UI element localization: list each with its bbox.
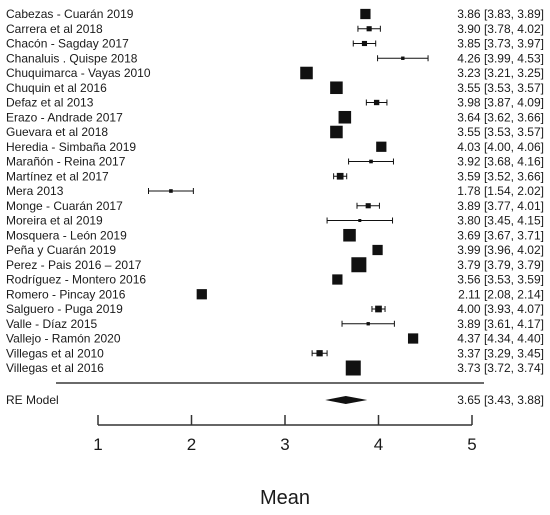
study-ci-label: 3.37 [3.29, 3.45] bbox=[457, 346, 544, 360]
study-point-marker bbox=[336, 172, 344, 180]
study-label: Erazo - Andrade 2017 bbox=[6, 110, 123, 124]
study-point-marker bbox=[366, 322, 370, 326]
study-label: Chuquimarca - Vayas 2010 bbox=[6, 66, 151, 80]
study-point-marker bbox=[366, 26, 372, 32]
study-label: Carrera et al 2018 bbox=[6, 22, 103, 36]
study-ci-label: 3.73 [3.72, 3.74] bbox=[457, 361, 544, 375]
study-ci-label: 4.03 [4.00, 4.06] bbox=[457, 140, 544, 154]
study-point-marker bbox=[372, 244, 383, 256]
study-label: Heredia - Simbaña 2019 bbox=[6, 140, 136, 154]
study-point-marker bbox=[169, 189, 173, 193]
study-label: Valle - Díaz 2015 bbox=[6, 317, 97, 331]
study-point-marker bbox=[360, 8, 371, 20]
study-label: Rodríguez - Montero 2016 bbox=[6, 273, 146, 287]
study-label: Salguero - Puga 2019 bbox=[6, 302, 123, 316]
study-ci-label: 4.00 [3.93, 4.07] bbox=[457, 302, 544, 316]
study-point-marker bbox=[369, 159, 373, 164]
study-ci-label: 3.92 [3.68, 4.16] bbox=[457, 155, 544, 169]
study-label: Perez - Pais 2016 – 2017 bbox=[6, 258, 142, 272]
study-ci-label: 3.90 [3.78, 4.02] bbox=[457, 22, 544, 36]
study-point-marker bbox=[375, 305, 382, 313]
x-tick-label: 2 bbox=[187, 435, 196, 454]
study-point-marker bbox=[330, 81, 343, 95]
study-ci-label: 3.80 [3.45, 4.15] bbox=[457, 214, 544, 228]
x-tick-label: 5 bbox=[467, 435, 476, 454]
study-ci-label: 3.86 [3.83, 3.89] bbox=[457, 7, 544, 21]
study-label: Mosquera - León 2019 bbox=[6, 228, 127, 242]
study-label: Moreira et al 2019 bbox=[6, 214, 103, 228]
study-label: Guevara et al 2018 bbox=[6, 125, 108, 139]
study-label: Romero - Pincay 2016 bbox=[6, 287, 126, 301]
study-point-marker bbox=[332, 274, 343, 285]
study-ci-label: 3.85 [3.73, 3.97] bbox=[457, 37, 544, 51]
study-label: Chacón - Sagday 2017 bbox=[6, 37, 129, 51]
study-point-marker bbox=[351, 257, 367, 273]
study-point-marker bbox=[376, 141, 387, 152]
study-point-marker bbox=[330, 125, 343, 139]
study-point-marker bbox=[358, 219, 362, 222]
study-label: Villegas et al 2016 bbox=[6, 361, 104, 375]
study-label: Mera 2013 bbox=[6, 184, 64, 198]
study-label: Peña y Cuarán 2019 bbox=[6, 243, 116, 257]
study-ci-label: 3.89 [3.77, 4.01] bbox=[457, 199, 544, 213]
ci-labels: 3.86 [3.83, 3.89]3.90 [3.78, 4.02]3.85 [… bbox=[457, 7, 544, 375]
summary-ci-label: 3.65 [3.43, 3.88] bbox=[457, 393, 544, 407]
study-point-marker bbox=[361, 40, 368, 47]
study-point-marker bbox=[338, 110, 352, 124]
study-ci-label: 3.55 [3.53, 3.57] bbox=[457, 125, 544, 139]
summary-diamond bbox=[325, 396, 368, 404]
study-ci-label: 3.55 [3.53, 3.57] bbox=[457, 81, 544, 95]
x-tick-label: 4 bbox=[374, 435, 383, 454]
study-label: Chanaluis . Quispe 2018 bbox=[6, 51, 138, 65]
study-label: Cabezas - Cuarán 2019 bbox=[6, 7, 134, 21]
study-label: Vallejo - Ramón 2020 bbox=[6, 332, 121, 346]
study-point-marker bbox=[196, 289, 207, 300]
x-axis: 1 2 3 4 5 bbox=[93, 415, 477, 454]
study-ci-label: 2.11 [2.08, 2.14] bbox=[458, 287, 544, 301]
x-axis-title: Mean bbox=[260, 487, 310, 509]
study-label: Martínez et al 2017 bbox=[6, 169, 109, 183]
study-ci-label: 3.99 [3.96, 4.02] bbox=[457, 243, 544, 257]
summary-label: RE Model bbox=[6, 393, 59, 407]
study-point-marker bbox=[345, 360, 361, 376]
study-point-marker bbox=[365, 203, 371, 209]
x-tick-label: 3 bbox=[280, 435, 289, 454]
study-point-marker bbox=[373, 99, 380, 106]
study-point-marker bbox=[343, 228, 356, 242]
study-label: Marañón - Reina 2017 bbox=[6, 155, 126, 169]
study-marks bbox=[147, 8, 429, 376]
study-ci-label: 3.59 [3.52, 3.66] bbox=[457, 169, 544, 183]
study-ci-label: 1.78 [1.54, 2.02] bbox=[457, 184, 544, 198]
study-ci-label: 3.89 [3.61, 4.17] bbox=[457, 317, 544, 331]
study-point-marker bbox=[401, 56, 405, 60]
study-point-marker bbox=[407, 333, 419, 344]
study-point-marker bbox=[300, 66, 313, 80]
study-label: Villegas et al 2010 bbox=[6, 346, 104, 360]
study-ci-label: 3.23 [3.21, 3.25] bbox=[457, 66, 544, 80]
study-label: Chuquin et al 2016 bbox=[6, 81, 107, 95]
study-ci-label: 3.79 [3.79, 3.79] bbox=[457, 258, 544, 272]
study-ci-label: 3.56 [3.53, 3.59] bbox=[457, 273, 544, 287]
study-label: Monge - Cuarán 2017 bbox=[6, 199, 123, 213]
study-ci-label: 3.69 [3.67, 3.71] bbox=[457, 228, 544, 242]
study-ci-label: 4.26 [3.99, 4.53] bbox=[457, 51, 544, 65]
x-tick-label: 1 bbox=[93, 435, 102, 454]
study-ci-label: 4.37 [4.34, 4.40] bbox=[457, 332, 544, 346]
study-point-marker bbox=[316, 350, 323, 357]
study-label: Defaz et al 2013 bbox=[6, 96, 94, 110]
study-ci-label: 3.98 [3.87, 4.09] bbox=[457, 96, 544, 110]
study-ci-label: 3.64 [3.62, 3.66] bbox=[457, 110, 544, 124]
